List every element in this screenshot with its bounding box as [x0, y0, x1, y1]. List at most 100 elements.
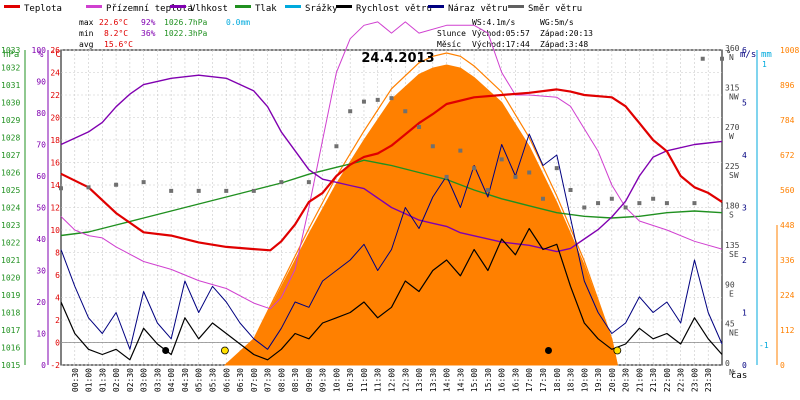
legend-label: Rychlost větru: [356, 4, 432, 14]
temp-tick-label: 14: [50, 181, 60, 190]
legend-swatch: [508, 5, 524, 8]
hpa-tick-label: 1019: [1, 291, 20, 300]
dir-tick-label: 180: [725, 202, 740, 211]
x-tick-label: 10:30: [346, 368, 355, 392]
x-tick-label: 19:30: [594, 368, 603, 392]
x-tick-label: 01:30: [98, 368, 107, 392]
x-tick-label: 11:30: [374, 368, 383, 392]
ms-axis-label: m/s: [740, 50, 756, 60]
stat-avg-temp: 15.6°C: [104, 40, 133, 49]
x-tick-label: 08:00: [277, 368, 286, 392]
solar-tick-label: 1008: [780, 46, 799, 55]
stat-max-rain: 0.0mm: [226, 18, 250, 27]
dir-tick-name: S: [729, 211, 734, 220]
dir-tick-label: 45: [725, 320, 735, 329]
hpa-tick-label: 1018: [1, 309, 20, 318]
wind-dir-point: [375, 97, 380, 102]
pct-tick-label: 80: [36, 109, 46, 118]
info-ws: WS:4.1m/s: [472, 18, 516, 27]
x-tick-label: 07:30: [264, 368, 273, 392]
pct-tick-label: 50: [36, 204, 46, 213]
humidity-line: [60, 74, 723, 253]
hpa-tick-label: 1028: [1, 134, 20, 143]
temp-tick-label: 12: [50, 204, 60, 213]
legend-label: Směr větru: [528, 4, 582, 14]
solar-tick-label: 896: [780, 81, 795, 90]
legend-swatch: [285, 5, 301, 8]
x-tick-label: 13:00: [415, 368, 424, 392]
hpa-tick-label: 1030: [1, 99, 20, 108]
pct-tick-label: 10: [36, 330, 46, 339]
moonset-marker: [162, 347, 170, 354]
x-tick-label: 01:00: [85, 368, 94, 392]
wind-gust-line: [60, 133, 723, 350]
dir-tick-name: SW: [729, 171, 739, 180]
dir-tick-name: W: [729, 132, 734, 141]
x-tick-label: 05:30: [208, 368, 217, 392]
solar-tick-label: 784: [780, 116, 795, 125]
x-tick-label: 12:30: [401, 368, 410, 392]
hpa-tick-label: 1029: [1, 116, 20, 125]
legend-swatch: [235, 5, 251, 8]
mm-tick-label: 1: [762, 60, 767, 69]
dir-tick-name: NW: [729, 92, 739, 101]
x-tick-label: 21:30: [649, 368, 658, 392]
pct-tick-label: 90: [36, 78, 46, 87]
wind-dir-point: [86, 185, 91, 190]
x-tick-label: 07:00: [250, 368, 259, 392]
pct-axis-label: %: [38, 50, 44, 60]
x-tick-label: 23:30: [704, 368, 713, 392]
legend-swatch: [170, 5, 186, 8]
temp-tick-label: 6: [55, 271, 60, 280]
solar-tick-label: 448: [780, 221, 795, 230]
x-tick-label: 04:00: [167, 368, 176, 392]
temp-tick-label: 24: [50, 69, 60, 78]
x-tick-label: 03:30: [153, 368, 162, 392]
wind-dir-point: [700, 56, 705, 61]
solar-tick-label: 672: [780, 151, 795, 160]
x-tick-label: 15:00: [470, 368, 479, 392]
wind-dir-point: [430, 144, 435, 149]
dir-tick-name: N: [729, 368, 734, 377]
x-tick-label: 18:30: [567, 368, 576, 392]
wind-dir-point: [334, 144, 339, 149]
solar-tick-label: 0: [780, 361, 785, 370]
wind-dir-point: [417, 125, 422, 129]
x-tick-label: 21:00: [635, 368, 644, 392]
hpa-tick-label: 1022: [1, 239, 20, 248]
x-tick-label: 00:30: [71, 368, 80, 392]
pressure-line: [60, 159, 723, 237]
wind-dir-point: [596, 201, 601, 206]
wind-dir-point: [540, 196, 545, 201]
x-tick-label: 18:00: [553, 368, 562, 392]
wind-dir-point: [472, 166, 477, 171]
hpa-tick-label: 1032: [1, 64, 20, 73]
legend-label: Teplota: [24, 4, 62, 14]
x-tick-label: 10:00: [332, 368, 341, 392]
info-moon-set: Západ:3:48: [540, 40, 588, 49]
temp-tick-label: 16: [50, 159, 60, 168]
x-tick-label: 06:30: [236, 368, 245, 392]
ms-tick-label: 2: [742, 256, 747, 265]
stat-min-temp: 8.2°C: [104, 29, 128, 38]
hpa-tick-label: 1024: [1, 204, 20, 213]
pct-tick-label: 70: [36, 141, 46, 150]
x-tick-label: 23:00: [690, 368, 699, 392]
wind-dir-point: [664, 201, 669, 206]
wind-dir-point: [499, 157, 504, 162]
temperature-line: [60, 88, 723, 252]
stats-block: max 22.6°C 92% 1026.7hPa 0.0mm min 8.2°C 36% 102…: [79, 18, 593, 49]
wind-dir-point: [306, 180, 311, 185]
legend-swatch: [4, 5, 20, 8]
temp-tick-label: 18: [50, 136, 60, 145]
info-moon-rise: Východ:17:44: [472, 40, 530, 49]
x-tick-label: 17:30: [539, 368, 548, 392]
stat-max-hum: 92%: [141, 18, 156, 27]
wind-dir-point: [720, 56, 724, 61]
x-axis-label: čas: [731, 370, 747, 381]
x-tick-label: 09:00: [305, 368, 314, 392]
dir-tick-label: 360: [725, 44, 740, 53]
solar-theoretical-line: [224, 52, 618, 366]
legend-swatch: [428, 5, 444, 8]
